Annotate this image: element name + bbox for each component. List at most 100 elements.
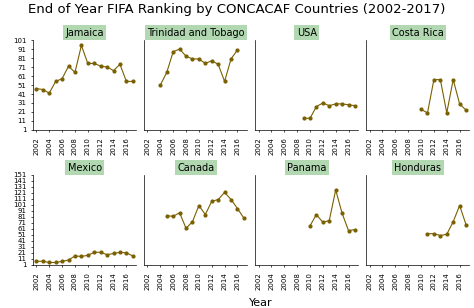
Point bbox=[39, 259, 46, 264]
Point bbox=[332, 188, 339, 192]
Point bbox=[234, 206, 241, 211]
Point bbox=[430, 77, 438, 82]
Point bbox=[189, 219, 196, 224]
Point bbox=[424, 231, 431, 236]
Point bbox=[208, 199, 216, 204]
Point bbox=[313, 212, 320, 217]
Point bbox=[221, 190, 228, 195]
Title: Honduras: Honduras bbox=[394, 163, 441, 173]
Point bbox=[110, 68, 118, 73]
Point bbox=[169, 214, 177, 219]
Point bbox=[332, 101, 339, 106]
Point bbox=[306, 116, 314, 121]
Point bbox=[65, 257, 73, 262]
Title: Panama: Panama bbox=[287, 163, 327, 173]
Title: Mexico: Mexico bbox=[67, 163, 101, 173]
Point bbox=[338, 101, 346, 106]
Point bbox=[345, 228, 352, 233]
Point bbox=[351, 227, 359, 232]
Point bbox=[169, 49, 177, 54]
Point bbox=[46, 91, 53, 95]
Point bbox=[319, 100, 327, 105]
Point bbox=[424, 111, 431, 116]
Point bbox=[345, 102, 352, 107]
Point bbox=[58, 76, 66, 81]
Point bbox=[84, 61, 91, 66]
Point bbox=[240, 216, 248, 221]
Point bbox=[456, 203, 464, 208]
Point bbox=[195, 203, 203, 208]
Point bbox=[71, 70, 79, 75]
Point bbox=[78, 254, 85, 259]
Point bbox=[326, 218, 333, 223]
Point bbox=[201, 212, 209, 217]
Title: USA: USA bbox=[297, 28, 317, 38]
Point bbox=[306, 223, 314, 228]
Point bbox=[129, 253, 137, 258]
Point bbox=[176, 47, 183, 51]
Point bbox=[129, 79, 137, 84]
Point bbox=[116, 62, 124, 67]
Point bbox=[449, 219, 457, 224]
Point bbox=[462, 222, 470, 227]
Point bbox=[221, 79, 228, 84]
Point bbox=[52, 79, 59, 84]
Point bbox=[417, 107, 425, 112]
Point bbox=[430, 231, 438, 236]
Point bbox=[300, 116, 307, 121]
Point bbox=[449, 77, 457, 82]
Point bbox=[163, 70, 171, 75]
Text: End of Year FIFA Ranking by CONCACAF Countries (2002-2017): End of Year FIFA Ranking by CONCACAF Cou… bbox=[28, 3, 446, 16]
Point bbox=[313, 104, 320, 109]
Point bbox=[84, 253, 91, 258]
Point bbox=[437, 233, 444, 238]
Point bbox=[65, 64, 73, 69]
Point bbox=[103, 65, 111, 70]
Point bbox=[208, 58, 216, 63]
Point bbox=[462, 108, 470, 113]
Point bbox=[227, 197, 235, 202]
Point bbox=[52, 260, 59, 265]
Point bbox=[123, 250, 130, 255]
Point bbox=[456, 101, 464, 106]
Title: Jamaica: Jamaica bbox=[65, 28, 104, 38]
Point bbox=[214, 197, 222, 202]
Point bbox=[234, 47, 241, 52]
Point bbox=[437, 77, 444, 82]
Point bbox=[78, 43, 85, 48]
Title: Canada: Canada bbox=[177, 163, 214, 173]
Title: Costa Rica: Costa Rica bbox=[392, 28, 444, 38]
Point bbox=[46, 260, 53, 265]
Point bbox=[201, 61, 209, 66]
Point bbox=[39, 87, 46, 92]
Point bbox=[71, 253, 79, 258]
Point bbox=[103, 252, 111, 257]
Point bbox=[110, 251, 118, 256]
Point bbox=[195, 56, 203, 61]
Point bbox=[214, 62, 222, 67]
Point bbox=[319, 220, 327, 225]
Point bbox=[156, 83, 164, 87]
Point bbox=[351, 103, 359, 108]
Point bbox=[97, 250, 104, 255]
Point bbox=[443, 111, 451, 116]
Point bbox=[91, 250, 98, 255]
Point bbox=[123, 79, 130, 84]
Point bbox=[182, 226, 190, 231]
Point bbox=[338, 211, 346, 216]
Point bbox=[189, 56, 196, 61]
Point bbox=[116, 250, 124, 255]
Point bbox=[326, 103, 333, 108]
Text: Year: Year bbox=[249, 298, 273, 308]
Point bbox=[176, 210, 183, 215]
Point bbox=[33, 86, 40, 91]
Point bbox=[182, 54, 190, 59]
Point bbox=[443, 232, 451, 237]
Point bbox=[58, 259, 66, 264]
Title: Trinidad and Tobago: Trinidad and Tobago bbox=[147, 28, 245, 38]
Point bbox=[97, 64, 104, 69]
Point bbox=[227, 56, 235, 61]
Point bbox=[163, 213, 171, 218]
Point bbox=[91, 61, 98, 66]
Point bbox=[33, 259, 40, 264]
